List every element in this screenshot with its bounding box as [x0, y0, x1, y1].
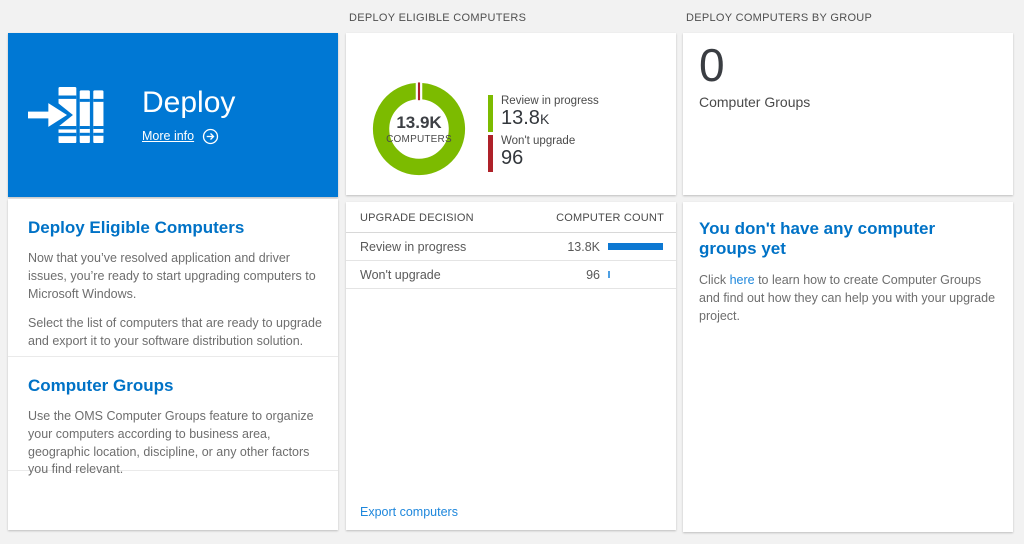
tile-title: Deploy: [142, 85, 236, 119]
computer-groups-count-label: Computer Groups: [699, 93, 811, 110]
computer-groups-paragraph: Use the OMS Computer Groups feature to o…: [28, 409, 314, 477]
here-link[interactable]: here: [729, 273, 755, 287]
deploy-column: Deploy More info Deploy Eligible Compute…: [8, 0, 338, 544]
column-header-computer-count: COMPUTER COUNT: [556, 212, 664, 224]
deploy-eligible-heading: Deploy Eligible Computers: [28, 218, 245, 237]
deploy-eligible-paragraph-1: Now that you’ve resolved application and…: [28, 251, 316, 301]
table-header-row: UPGRADE DECISION COMPUTER COUNT: [346, 202, 676, 233]
column-header-upgrade-decision: UPGRADE DECISION: [360, 212, 474, 224]
no-groups-heading: You don't have any computer groups yet: [699, 219, 936, 258]
legend-value: 96: [501, 147, 524, 169]
legend-value: 13.8K: [501, 107, 550, 129]
legend-swatch-red: [488, 135, 493, 172]
legend-item-wont-upgrade: Won't upgrade 96: [488, 135, 599, 172]
table-row[interactable]: Review in progress 13.8K: [346, 233, 676, 261]
deploy-eligible-paragraph-2: Select the list of computers that are re…: [28, 316, 322, 348]
deploy-info-card: Deploy Eligible Computers Now that you’v…: [8, 199, 338, 530]
count-bar: [608, 271, 610, 278]
deploy-eligible-computers-column: DEPLOY ELIGIBLE COMPUTERS 13.9K COMPUTER…: [346, 0, 676, 544]
legend-label: Won't upgrade: [501, 135, 576, 147]
deploy-eligible-section: Deploy Eligible Computers Now that you’v…: [8, 199, 338, 357]
donut-ring: [372, 82, 466, 176]
computer-groups-section: Computer Groups Use the OMS Computer Gro…: [8, 357, 338, 476]
computers-donut-chart: 13.9K COMPUTERS: [371, 81, 467, 177]
deploy-computers-by-group-column: DEPLOY COMPUTERS BY GROUP 0 Computer Gro…: [683, 0, 1013, 544]
deploy-tile[interactable]: Deploy More info: [8, 33, 338, 197]
eligible-computers-donut-card: 13.9K COMPUTERS Review in progress 13.8K…: [346, 33, 676, 195]
upgrade-decision-table-card: UPGRADE DECISION COMPUTER COUNT Review i…: [346, 202, 676, 530]
more-info-link[interactable]: More info: [142, 128, 235, 145]
no-computer-groups-card: You don't have any computer groups yet C…: [683, 202, 1013, 532]
arrow-circle-icon: [202, 128, 219, 144]
count-bar: [608, 243, 663, 250]
computer-groups-heading: Computer Groups: [28, 376, 174, 395]
donut-legend: Review in progress 13.8K Won't upgrade 9…: [488, 95, 599, 172]
donut-total-label: COMPUTERS: [386, 134, 452, 145]
legend-item-review-in-progress: Review in progress 13.8K: [488, 95, 599, 132]
computer-groups-count-card: 0 Computer Groups: [683, 33, 1013, 195]
legend-label: Review in progress: [501, 95, 599, 107]
count-bar-container: [608, 243, 666, 250]
table-row[interactable]: Won't upgrade 96: [346, 261, 676, 289]
count-bar-container: [608, 271, 666, 278]
export-computers-link[interactable]: Export computers: [360, 505, 458, 519]
deploy-computers-by-group-header: DEPLOY COMPUTERS BY GROUP: [686, 12, 873, 24]
deploy-eligible-computers-header: DEPLOY ELIGIBLE COMPUTERS: [349, 12, 527, 24]
computer-groups-count: 0: [699, 39, 725, 91]
donut-total-value: 13.9K: [396, 113, 442, 132]
legend-swatch-green: [488, 95, 493, 132]
no-groups-text: Click here to learn how to create Comput…: [699, 273, 996, 324]
deploy-icon: [28, 87, 104, 143]
more-info-label[interactable]: More info: [142, 129, 195, 143]
